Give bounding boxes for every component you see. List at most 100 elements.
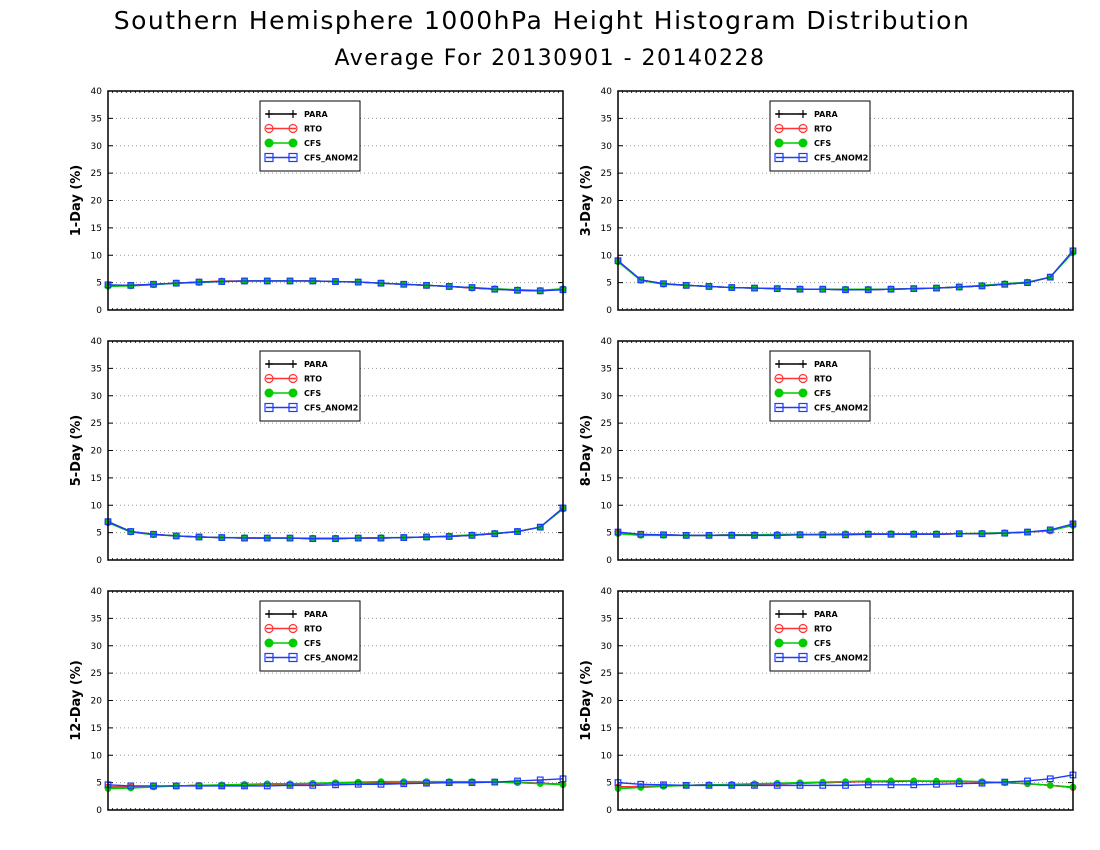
- y-tick-label: 15: [601, 724, 612, 734]
- series-cfs_anom2-point: [864, 286, 872, 294]
- series-cfs_anom2-point: [1001, 778, 1009, 786]
- legend-cfs-point: [264, 638, 274, 648]
- series-cfs_anom2-point: [195, 278, 203, 286]
- legend-rto-point: [264, 123, 274, 134]
- series-cfs_anom2-point: [514, 777, 521, 785]
- chart-panel-4: 0 5 10 15 20 25 30 35 40 8-Day (%) PARA RTO CFS CFS_A…: [579, 337, 1077, 566]
- series-cfs_anom2-point: [773, 531, 781, 539]
- series-cfs_anom2-point: [796, 285, 804, 293]
- y-axis-label: 3-Day (%): [579, 165, 594, 237]
- series-cfs_anom2-point: [286, 277, 294, 285]
- y-tick-label: 15: [91, 724, 102, 734]
- legend-label-cfs_anom2: CFS_ANOM2: [814, 654, 868, 663]
- chart-panel-1: 0 5 10 15 20 25 30 35 40 1-Day (%) PARA RTO CFS CFS_A…: [69, 87, 567, 316]
- series-cfs_anom2-point: [127, 281, 135, 289]
- y-tick-label: 10: [601, 751, 613, 761]
- y-axis-label: 12-Day (%): [69, 660, 84, 741]
- series-cfs_anom2-point: [910, 285, 918, 293]
- legend-rto-point: [264, 623, 274, 634]
- series-cfs_anom2-point: [978, 779, 986, 787]
- series-cfs_anom2-point: [978, 282, 986, 290]
- y-tick-label: 15: [91, 224, 102, 234]
- series-cfs_anom2-point: [1024, 279, 1031, 287]
- y-tick-label: 20: [91, 197, 103, 207]
- series-line-cfs_anom2: [617, 774, 1074, 787]
- y-tick-label: 0: [606, 806, 612, 816]
- series-cfs_anom2-point: [728, 284, 736, 291]
- y-tick-label: 0: [96, 306, 102, 316]
- series-cfs_anom2-point: [819, 531, 827, 539]
- series-cfs_anom2-point: [263, 534, 271, 542]
- series-cfs_anom2-point: [637, 530, 645, 538]
- y-tick-label: 35: [601, 364, 612, 374]
- series-cfs_anom2-point: [751, 781, 758, 789]
- series-cfs_anom2-point: [150, 782, 157, 790]
- legend-cfs_anom2-b-point: [798, 652, 808, 663]
- series-cfs_anom2-point: [514, 286, 521, 294]
- series-cfs-point: [536, 780, 544, 788]
- series-cfs_anom2-point: [819, 285, 827, 293]
- legend-label-para: PARA: [814, 360, 838, 369]
- series-cfs_anom2-point: [536, 523, 544, 531]
- legend-label-rto: RTO: [814, 125, 832, 134]
- series-cfs_anom2-point: [491, 285, 499, 293]
- series-cfs_anom2-point: [218, 534, 226, 541]
- series-cfs_anom2-point: [682, 281, 690, 289]
- legend-label-para: PARA: [304, 360, 328, 369]
- y-tick-label: 0: [96, 556, 102, 566]
- series-cfs_anom2-point: [1024, 777, 1031, 785]
- series-line-cfs_anom2: [617, 250, 1074, 291]
- legend-cfs-point: [774, 638, 784, 648]
- legend-rto-b-point: [288, 123, 298, 134]
- legend-box: [259, 350, 361, 422]
- y-axis-label: 5-Day (%): [69, 415, 84, 487]
- series-cfs_anom2-point: [218, 782, 226, 790]
- legend-label-cfs_anom2: CFS_ANOM2: [814, 404, 868, 413]
- legend-cfs_anom2-point: [774, 152, 784, 163]
- series-cfs_anom2-point: [864, 530, 872, 538]
- series-cfs_anom2-point: [933, 780, 940, 788]
- series-cfs_anom2-point: [423, 281, 430, 289]
- series-cfs-point: [864, 777, 872, 785]
- series-cfs_anom2-point: [195, 782, 203, 790]
- series-cfs_anom2-point: [445, 533, 453, 540]
- legend: PARA RTO CFS CFS_ANOM2: [769, 600, 871, 672]
- series-cfs_anom2-point: [332, 781, 339, 789]
- series-cfs_anom2-point: [773, 285, 781, 293]
- series-cfs_anom2-point: [864, 781, 872, 789]
- legend-box: [259, 600, 361, 672]
- y-tick-label: 15: [601, 224, 612, 234]
- legend-cfs-b-point: [288, 138, 298, 148]
- legend-label-cfs: CFS: [814, 389, 831, 398]
- plot-frame: [617, 90, 1074, 311]
- series-cfs_anom2-point: [637, 780, 645, 788]
- y-tick-label: 40: [91, 587, 103, 597]
- series-cfs_anom2-point: [286, 781, 294, 789]
- legend-cfs_anom2-b-point: [288, 152, 298, 163]
- y-tick-label: 10: [601, 251, 613, 261]
- legend-cfs-point: [774, 138, 784, 148]
- y-tick-label: 30: [601, 142, 613, 152]
- series-cfs_anom2-point: [195, 533, 203, 541]
- series-cfs_anom2-point: [842, 781, 849, 789]
- series-cfs_anom2-point: [172, 532, 180, 540]
- y-tick-label: 40: [601, 337, 613, 347]
- series-cfs_anom2-point: [354, 278, 362, 286]
- series-cfs_anom2-point: [1046, 273, 1054, 281]
- series-cfs_anom2-point: [728, 781, 736, 789]
- series-cfs_anom2-point: [1001, 280, 1009, 288]
- series-cfs_anom2-point: [218, 278, 226, 285]
- y-axis-label: 1-Day (%): [69, 165, 84, 237]
- y-axis-label: 16-Day (%): [579, 660, 594, 741]
- series-cfs_anom2-point: [978, 530, 986, 538]
- legend-label-para: PARA: [814, 110, 838, 119]
- series-cfs_anom2-point: [332, 278, 339, 285]
- series-cfs_anom2-point: [887, 781, 895, 789]
- series-cfs_anom2-point: [377, 279, 385, 287]
- y-tick-label: 25: [601, 169, 612, 179]
- series-cfs_anom2-point: [705, 531, 713, 539]
- legend-cfs_anom2-point: [264, 652, 274, 663]
- series-cfs_anom2-point: [536, 776, 544, 784]
- y-tick-label: 35: [601, 114, 612, 124]
- series-cfs_anom2-point: [400, 780, 408, 788]
